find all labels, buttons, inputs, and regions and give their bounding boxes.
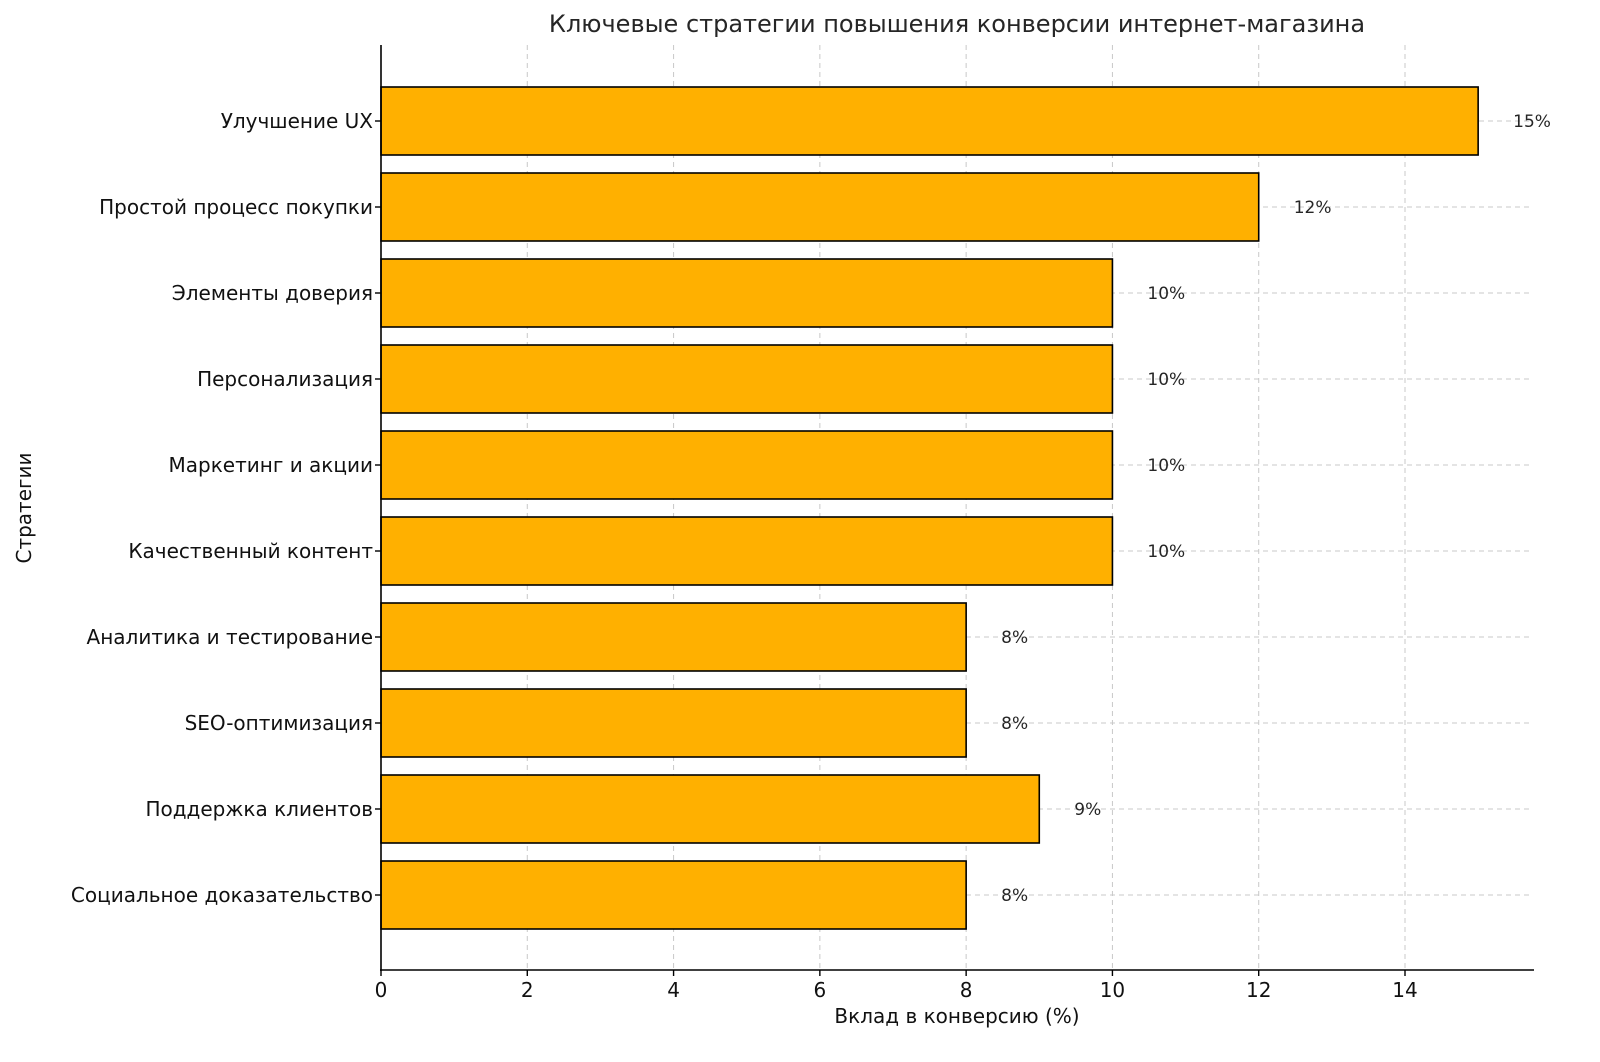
y-axis-label: Стратегии	[12, 452, 36, 563]
data-label: 8%	[1001, 886, 1028, 906]
bar	[380, 516, 1114, 586]
y-tick-label: Улучшение UX	[221, 109, 374, 133]
y-tick-label: Простой процесс покупки	[99, 195, 373, 219]
bar	[380, 86, 1479, 156]
data-label: 10%	[1147, 542, 1185, 562]
data-label: 10%	[1147, 370, 1185, 390]
x-tick-label: 2	[521, 978, 534, 1002]
x-tick-label: 10	[1100, 978, 1125, 1002]
y-tick-label: Поддержка клиентов	[145, 797, 373, 821]
y-tick-label: SEO-оптимизация	[185, 711, 373, 735]
data-label: 10%	[1147, 456, 1185, 476]
bars	[380, 86, 1479, 930]
bar	[380, 602, 967, 672]
x-tick-label: 0	[375, 978, 388, 1002]
bar	[380, 774, 1041, 844]
data-label: 15%	[1513, 112, 1551, 132]
x-tick-label: 4	[667, 978, 680, 1002]
bar	[380, 860, 967, 930]
x-tick-label: 8	[960, 978, 973, 1002]
y-tick-label: Элементы доверия	[172, 281, 373, 305]
bar	[380, 430, 1114, 500]
y-tick-label: Маркетинг и акции	[169, 453, 373, 477]
data-label: 9%	[1074, 800, 1101, 820]
x-axis-label: Вклад в конверсию (%)	[834, 1004, 1079, 1028]
y-tick-labels: Улучшение UX Простой процесс покупки Элеме…	[71, 109, 381, 907]
x-tick-label: 6	[813, 978, 826, 1002]
bar	[380, 688, 967, 758]
x-tick-labels: 0 2 4 6 8 10 12 14	[375, 970, 1418, 1002]
x-tick-label: 14	[1392, 978, 1417, 1002]
chart-title: Ключевые стратегии повышения конверсии и…	[549, 10, 1365, 38]
y-tick-label: Качественный контент	[128, 539, 373, 563]
bar	[380, 172, 1260, 242]
y-tick-label: Персонализация	[197, 367, 373, 391]
y-tick-label: Социальное доказательство	[71, 883, 373, 907]
data-label: 8%	[1001, 714, 1028, 734]
y-tick-label: Аналитика и тестирование	[87, 625, 373, 649]
data-label: 8%	[1001, 628, 1028, 648]
data-label: 12%	[1294, 198, 1332, 218]
bar	[380, 258, 1114, 328]
data-labels: 15% 12% 10% 10% 10% 10% 8% 8% 9% 8%	[1001, 112, 1551, 906]
x-tick-label: 12	[1246, 978, 1271, 1002]
data-label: 10%	[1147, 284, 1185, 304]
bar	[380, 344, 1114, 414]
